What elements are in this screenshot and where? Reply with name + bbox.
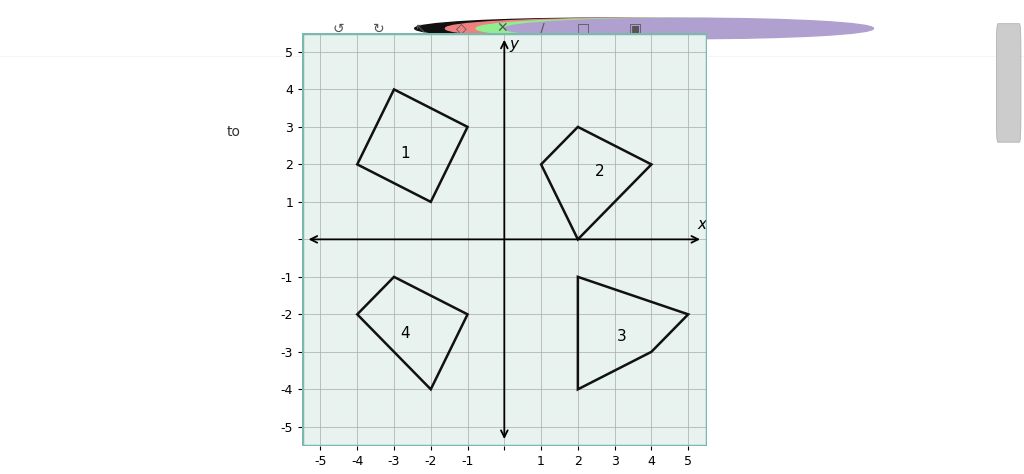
Text: 1: 1: [400, 146, 410, 161]
Text: /: /: [541, 21, 545, 36]
Circle shape: [445, 18, 814, 39]
Text: □: □: [578, 21, 590, 36]
Text: y: y: [510, 37, 519, 52]
Text: 3: 3: [617, 329, 627, 344]
Text: x: x: [697, 217, 707, 232]
Text: ↺: ↺: [332, 21, 344, 36]
Circle shape: [505, 18, 873, 39]
Circle shape: [476, 18, 845, 39]
Text: 4: 4: [400, 326, 410, 341]
Text: ↖: ↖: [414, 21, 426, 36]
Text: ◇: ◇: [456, 21, 466, 36]
Text: ▣: ▣: [629, 21, 641, 36]
Circle shape: [415, 18, 783, 39]
Text: 2: 2: [595, 164, 605, 179]
Text: ↻: ↻: [373, 21, 385, 36]
FancyBboxPatch shape: [996, 24, 1021, 142]
Text: ✕: ✕: [496, 21, 508, 36]
Text: to: to: [226, 125, 241, 139]
